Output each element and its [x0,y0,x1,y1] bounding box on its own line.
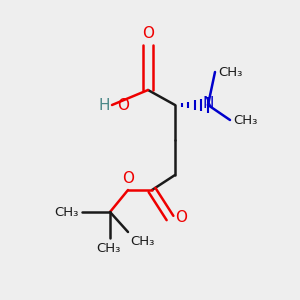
Text: N: N [202,95,214,110]
Text: CH₃: CH₃ [218,65,242,79]
Text: H: H [98,98,110,112]
Text: O: O [122,171,134,186]
Text: CH₃: CH₃ [130,235,154,248]
Text: CH₃: CH₃ [96,242,120,255]
Text: O: O [142,26,154,41]
Text: O: O [175,211,187,226]
Text: CH₃: CH₃ [233,113,257,127]
Text: CH₃: CH₃ [55,206,79,218]
Text: O: O [117,98,129,112]
